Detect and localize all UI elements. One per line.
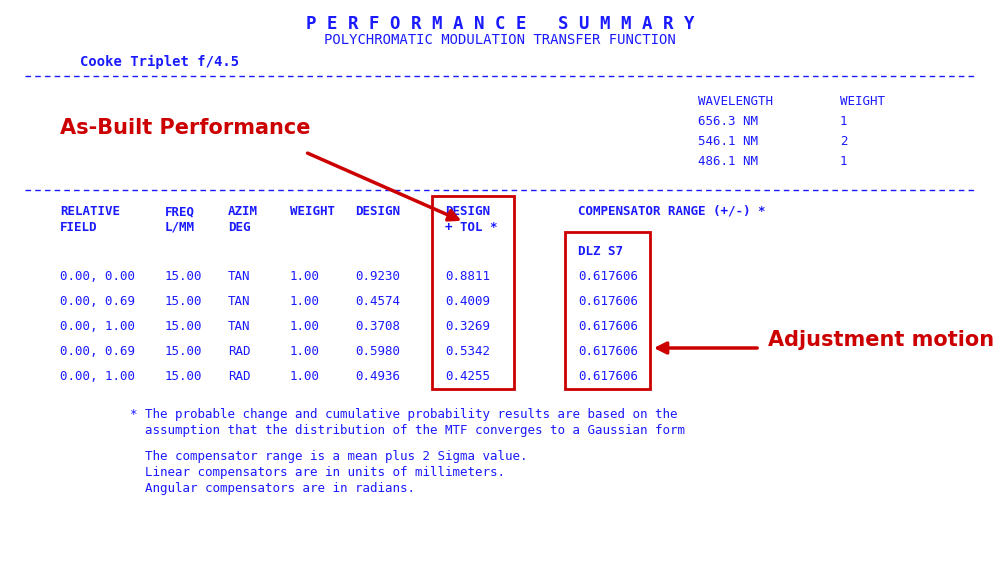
Text: 0.4255: 0.4255 xyxy=(445,370,490,383)
Text: 0.00, 0.69: 0.00, 0.69 xyxy=(60,345,135,358)
Text: AZIM: AZIM xyxy=(228,205,258,218)
Text: 0.617606: 0.617606 xyxy=(578,295,638,308)
Text: 15.00: 15.00 xyxy=(165,295,202,308)
Text: 656.3 NM: 656.3 NM xyxy=(698,115,758,128)
Text: FREQ: FREQ xyxy=(165,205,195,218)
Text: Adjustment motion: Adjustment motion xyxy=(768,330,994,350)
Text: 1: 1 xyxy=(840,115,848,128)
Text: 0.5342: 0.5342 xyxy=(445,345,490,358)
Text: 0.5980: 0.5980 xyxy=(355,345,400,358)
Text: RAD: RAD xyxy=(228,345,250,358)
Text: Angular compensators are in radians.: Angular compensators are in radians. xyxy=(130,482,415,495)
Text: RELATIVE: RELATIVE xyxy=(60,205,120,218)
Bar xyxy=(432,196,514,389)
Text: + TOL *: + TOL * xyxy=(445,221,498,234)
Text: 15.00: 15.00 xyxy=(165,345,202,358)
Text: 0.00, 0.69: 0.00, 0.69 xyxy=(60,295,135,308)
Text: 0.00, 1.00: 0.00, 1.00 xyxy=(60,320,135,333)
Text: 15.00: 15.00 xyxy=(165,370,202,383)
Text: 486.1 NM: 486.1 NM xyxy=(698,155,758,168)
Text: DEG: DEG xyxy=(228,221,250,234)
Text: 2: 2 xyxy=(840,135,848,148)
Text: DESIGN: DESIGN xyxy=(355,205,400,218)
Text: 0.617606: 0.617606 xyxy=(578,370,638,383)
Text: 0.617606: 0.617606 xyxy=(578,345,638,358)
Text: WEIGHT: WEIGHT xyxy=(290,205,335,218)
Text: DLZ S7: DLZ S7 xyxy=(578,245,623,258)
Text: Cooke Triplet f/4.5: Cooke Triplet f/4.5 xyxy=(80,55,239,69)
Text: 0.8811: 0.8811 xyxy=(445,270,490,283)
Text: 0.00, 1.00: 0.00, 1.00 xyxy=(60,370,135,383)
Text: TAN: TAN xyxy=(228,320,250,333)
Text: 546.1 NM: 546.1 NM xyxy=(698,135,758,148)
Text: The compensator range is a mean plus 2 Sigma value.: The compensator range is a mean plus 2 S… xyxy=(130,450,528,463)
Bar xyxy=(565,232,650,389)
Text: 0.3708: 0.3708 xyxy=(355,320,400,333)
Text: WAVELENGTH: WAVELENGTH xyxy=(698,95,773,108)
Text: COMPENSATOR RANGE (+/-) *: COMPENSATOR RANGE (+/-) * xyxy=(578,205,766,218)
Text: 0.00, 0.00: 0.00, 0.00 xyxy=(60,270,135,283)
Text: TAN: TAN xyxy=(228,295,250,308)
Text: TAN: TAN xyxy=(228,270,250,283)
Text: 1.00: 1.00 xyxy=(290,345,320,358)
Text: 1.00: 1.00 xyxy=(290,295,320,308)
Text: 0.9230: 0.9230 xyxy=(355,270,400,283)
Text: 15.00: 15.00 xyxy=(165,320,202,333)
Text: Linear compensators are in units of millimeters.: Linear compensators are in units of mill… xyxy=(130,466,505,479)
Text: 0.3269: 0.3269 xyxy=(445,320,490,333)
Text: L/MM: L/MM xyxy=(165,221,195,234)
Text: As-Built Performance: As-Built Performance xyxy=(60,118,310,138)
Text: DESIGN: DESIGN xyxy=(445,205,490,218)
Text: 0.4574: 0.4574 xyxy=(355,295,400,308)
Text: assumption that the distribution of the MTF converges to a Gaussian form: assumption that the distribution of the … xyxy=(130,424,685,437)
Text: 0.617606: 0.617606 xyxy=(578,320,638,333)
Text: 1.00: 1.00 xyxy=(290,320,320,333)
Text: * The probable change and cumulative probability results are based on the: * The probable change and cumulative pro… xyxy=(130,408,678,421)
Text: 0.4936: 0.4936 xyxy=(355,370,400,383)
Text: 15.00: 15.00 xyxy=(165,270,202,283)
Text: POLYCHROMATIC MODULATION TRANSFER FUNCTION: POLYCHROMATIC MODULATION TRANSFER FUNCTI… xyxy=(324,33,676,47)
Text: 1.00: 1.00 xyxy=(290,370,320,383)
Text: 0.4009: 0.4009 xyxy=(445,295,490,308)
Text: 0.617606: 0.617606 xyxy=(578,270,638,283)
Text: 1.00: 1.00 xyxy=(290,270,320,283)
Text: RAD: RAD xyxy=(228,370,250,383)
Text: P E R F O R M A N C E   S U M M A R Y: P E R F O R M A N C E S U M M A R Y xyxy=(306,15,694,33)
Text: WEIGHT: WEIGHT xyxy=(840,95,885,108)
Text: 1: 1 xyxy=(840,155,848,168)
Text: FIELD: FIELD xyxy=(60,221,98,234)
